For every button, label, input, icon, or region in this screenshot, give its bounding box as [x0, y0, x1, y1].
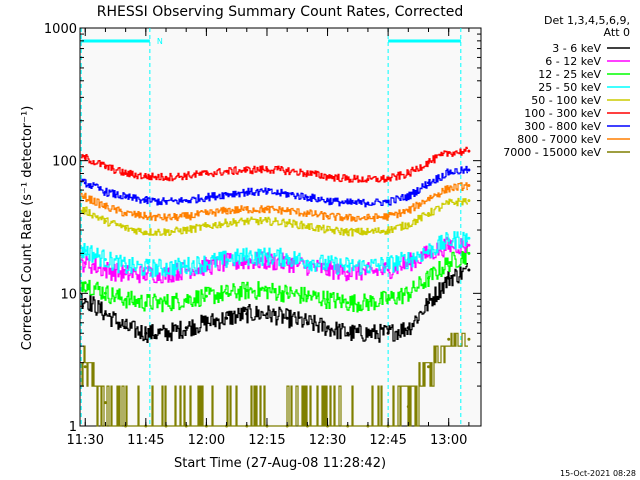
- legend-label: 800 - 7000 keV: [517, 133, 601, 146]
- x-tick-label: 11:45: [127, 433, 164, 448]
- marker-label: N: [157, 37, 163, 46]
- series-7: [81, 182, 471, 222]
- data-point: [467, 243, 471, 247]
- legend-label: 25 - 50 keV: [538, 81, 601, 94]
- legend-header: Att 0: [604, 26, 630, 39]
- series-line: [81, 245, 468, 313]
- series-6: [81, 165, 471, 208]
- data-point: [204, 294, 208, 298]
- data-point: [103, 258, 107, 261]
- data-point: [427, 365, 430, 369]
- data-point: [346, 331, 350, 335]
- data-point: [265, 219, 269, 223]
- data-point: [467, 337, 471, 341]
- data-point: [467, 184, 471, 187]
- x-axis-label: Start Time (27-Aug-08 11:28:42): [174, 456, 386, 471]
- legend-label: 12 - 25 keV: [538, 68, 601, 81]
- x-tick-label: 11:30: [67, 433, 104, 448]
- data-point: [467, 268, 471, 272]
- axes: 11:30 11:45 12:00 12:15 12:30 12:45 13:00 1 10 10…: [44, 22, 481, 448]
- series-line: [81, 146, 468, 183]
- generation-timestamp: 15-Oct-2021 08:28: [560, 469, 636, 478]
- legend-label: 3 - 6 keV: [552, 42, 601, 55]
- series-line: [81, 182, 468, 222]
- series-line: [81, 231, 468, 278]
- data-point: [467, 149, 471, 153]
- x-tick-label: 12:15: [248, 433, 285, 448]
- data-point: [83, 297, 87, 301]
- series-0: [81, 263, 471, 343]
- legend-label: 7000 - 15000 keV: [503, 146, 601, 159]
- legend-header: Det 1,3,4,5,6,9,: [544, 14, 630, 27]
- series-2: [81, 245, 471, 313]
- y-tick-label: 1000: [44, 22, 77, 37]
- legend-label: 6 - 12 keV: [545, 55, 601, 68]
- series-line: [81, 197, 468, 237]
- x-tick-label: 12:00: [188, 433, 225, 448]
- data-point: [467, 251, 471, 255]
- legend-label: 100 - 300 keV: [524, 107, 601, 120]
- data-point: [467, 168, 471, 172]
- y-axis-label: Corrected Count Rate (s⁻¹ detector⁻¹): [20, 106, 35, 351]
- legend-label: 300 - 800 keV: [524, 120, 601, 133]
- series-line: [81, 165, 468, 208]
- plot-background: [79, 27, 482, 427]
- data-point: [103, 401, 107, 405]
- data-point: [346, 301, 350, 305]
- data-point: [225, 291, 229, 295]
- series-5: [81, 146, 471, 183]
- data-point: [467, 199, 471, 203]
- data-point: [447, 337, 451, 341]
- data-point: [467, 236, 471, 240]
- y-tick-label: 100: [52, 155, 77, 170]
- series-line: [81, 263, 468, 343]
- series-3: [81, 231, 471, 278]
- y-tick-label: 1: [69, 420, 77, 435]
- series-layer: [81, 146, 471, 428]
- x-tick-label: 13:00: [430, 433, 467, 448]
- data-point: [83, 365, 87, 369]
- series-line: [81, 332, 468, 427]
- y-tick-label: 10: [60, 287, 77, 302]
- chart-title: RHESSI Observing Summary Count Rates, Co…: [97, 4, 463, 20]
- x-tick-label: 12:45: [369, 433, 406, 448]
- series-8: [81, 332, 471, 428]
- legend-label: 50 - 100 keV: [531, 94, 601, 107]
- series-4: [81, 197, 471, 237]
- x-tick-label: 12:30: [309, 433, 346, 448]
